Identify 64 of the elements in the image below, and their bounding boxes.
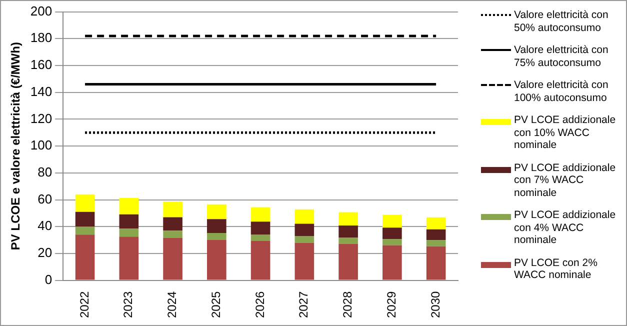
y-tick-label: 80 [38, 164, 52, 180]
legend-label: PV LCOE addizionale con 4% WACC nominale [514, 209, 617, 246]
bar [163, 230, 182, 238]
bar [119, 228, 139, 237]
bar [75, 212, 95, 227]
legend-label: Valore elettricità con 75% autoconsumo [514, 44, 610, 69]
bar [75, 234, 95, 280]
legend-label: Valore elettricità con 100% autoconsumo [514, 79, 610, 104]
bar [338, 226, 358, 238]
bar [426, 246, 446, 280]
x-tick-label: 2023 [121, 290, 136, 318]
bar [163, 202, 182, 218]
x-tick-label: 2025 [208, 290, 223, 318]
x-tick-label: 2024 [165, 290, 180, 318]
bar [426, 229, 446, 240]
bar [250, 234, 270, 241]
bar [163, 238, 182, 280]
bar [382, 228, 402, 240]
y-tick-label: 160 [30, 57, 52, 72]
bar [338, 238, 358, 244]
bar [250, 222, 270, 235]
y-tick-label: 120 [30, 110, 52, 126]
y-tick-label: 20 [38, 245, 52, 260]
bar [119, 198, 139, 214]
y-axis-title: PV LCOE e valore elettricità (€/MWh) [8, 42, 23, 250]
y-tick-label: 40 [38, 218, 52, 234]
x-tick-label: 2028 [340, 290, 355, 318]
bar [250, 240, 270, 280]
bar [338, 212, 358, 226]
bar [426, 217, 446, 230]
x-tick-label: 2029 [384, 290, 398, 318]
x-tick-label: 2027 [296, 290, 311, 318]
x-tick-label: 2026 [252, 290, 267, 318]
y-tick-label: 60 [38, 191, 52, 206]
legend-label: PV LCOE addizionale con 7% WACC nominale [514, 162, 617, 199]
y-tick-label: 200 [30, 3, 52, 18]
bar [75, 194, 95, 212]
bar [119, 236, 139, 280]
y-tick-label: 100 [30, 138, 52, 153]
bar [207, 240, 226, 280]
bar [119, 214, 139, 229]
x-tick-label: 2030 [428, 290, 442, 318]
bar [294, 242, 314, 280]
y-tick-label: 0 [44, 272, 52, 287]
legend-label: PV LCOE addizionale con 10% WACC nominale [514, 114, 617, 152]
y-tick-label: 180 [30, 30, 52, 46]
bar [75, 226, 95, 235]
bar [250, 207, 270, 222]
legend-label: PV LCOE con 2% WACC nominale [514, 256, 598, 282]
y-tick-label: 140 [30, 84, 52, 99]
bar [338, 244, 358, 280]
bar [163, 217, 182, 231]
bar [294, 224, 314, 236]
bar [382, 214, 402, 228]
bar [382, 245, 402, 280]
bar [294, 209, 314, 224]
bar [207, 233, 226, 240]
bar [207, 204, 226, 220]
bar [207, 219, 226, 234]
bar [294, 236, 314, 243]
x-tick-label: 2022 [77, 290, 92, 318]
legend-label: Valore elettricità con 50% autoconsumo [514, 9, 610, 34]
bar [426, 240, 446, 246]
bar [382, 239, 402, 246]
